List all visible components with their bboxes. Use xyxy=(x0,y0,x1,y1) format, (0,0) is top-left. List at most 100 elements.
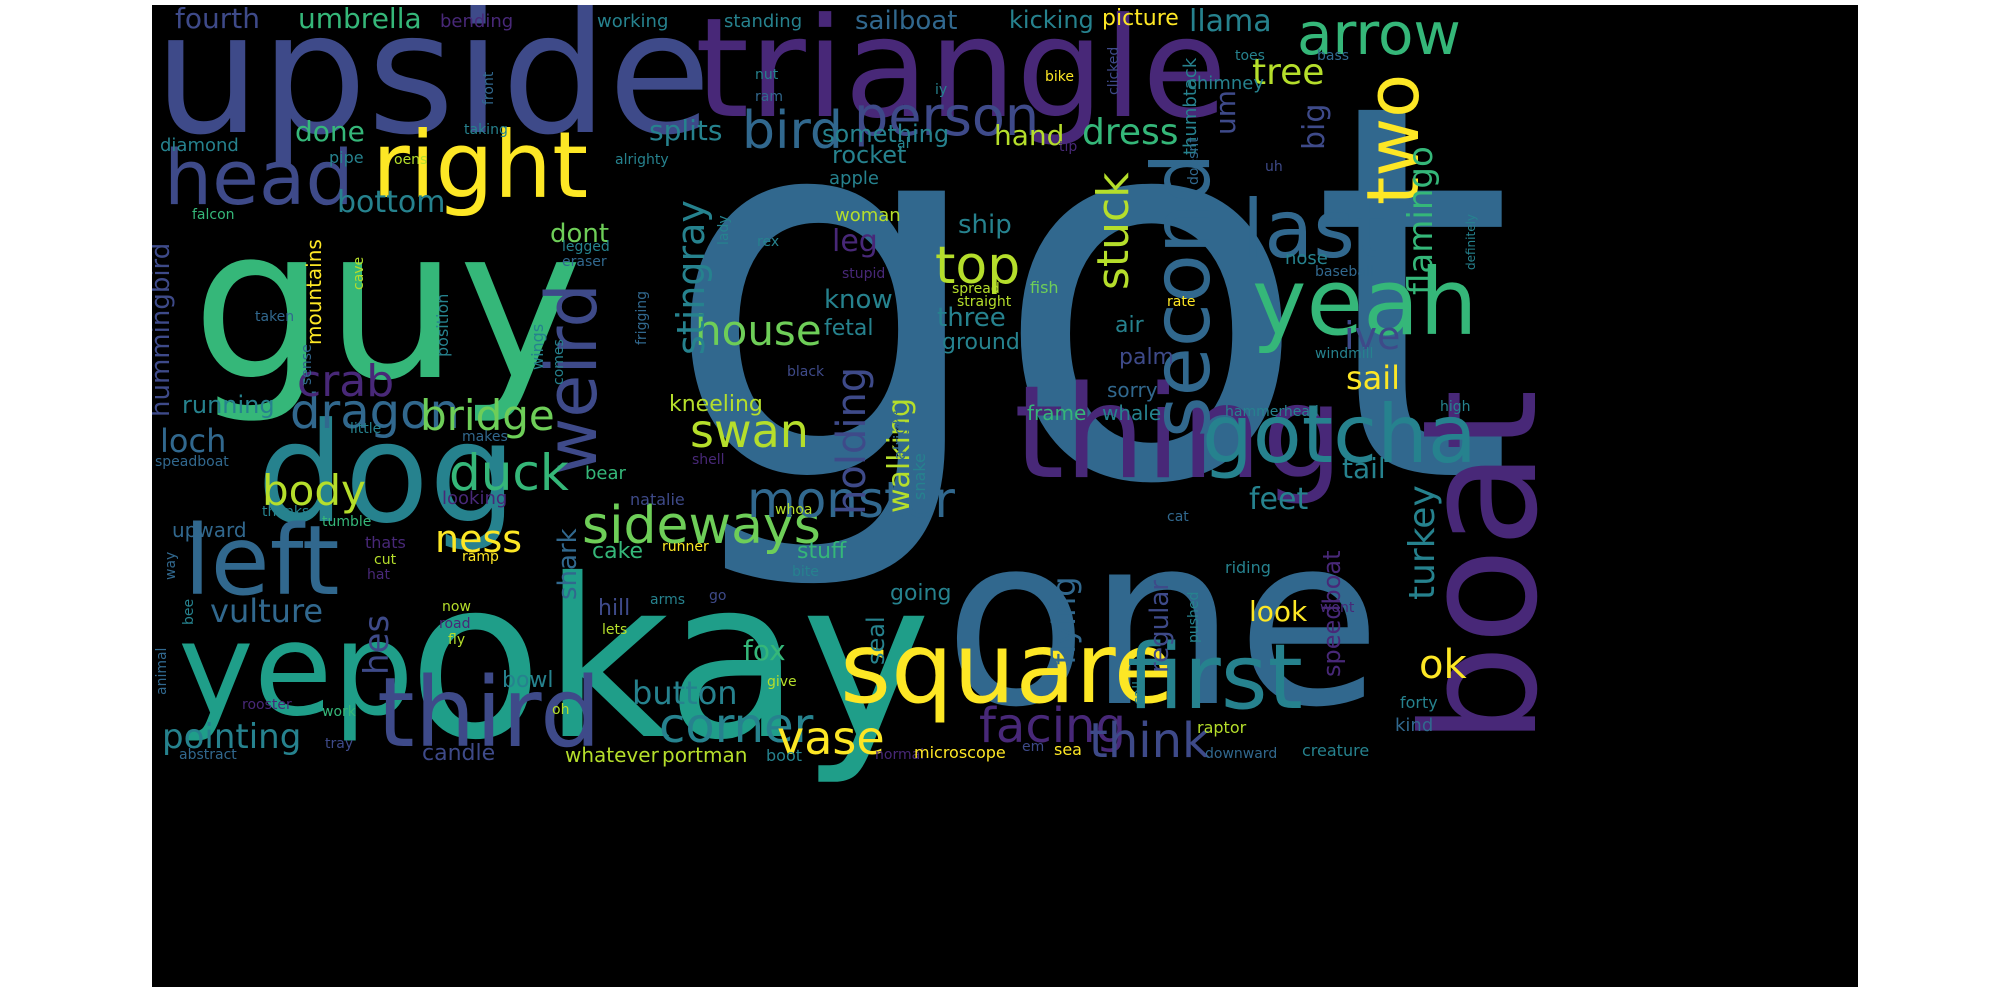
word-nut: nut xyxy=(755,67,779,83)
word-lady: lady xyxy=(716,215,732,245)
word-flamingo: flamingo xyxy=(1401,146,1441,295)
word-fetal: fetal xyxy=(824,316,874,341)
word-square: square xyxy=(840,612,1174,726)
word-looking: looking xyxy=(442,488,508,509)
word-apple: apple xyxy=(829,168,879,189)
word-wings: wings xyxy=(528,323,547,370)
word-hummingbird: hummingbird xyxy=(152,242,176,417)
word-three: three xyxy=(937,303,1006,333)
word-sense: sense xyxy=(299,344,315,385)
word-cloud: got one okay upside triangle guy thing d… xyxy=(152,5,1858,987)
word-okay: okay xyxy=(408,532,932,788)
word-look: look xyxy=(1249,595,1308,628)
word-kicking: kicking xyxy=(1009,6,1094,34)
word-hammerhead: hammerhead xyxy=(1225,404,1319,420)
word-guy: guy xyxy=(192,182,583,427)
word-lets: lets xyxy=(602,622,628,638)
word-candle: candle xyxy=(422,741,496,766)
word-give: give xyxy=(767,674,797,690)
word-way: way xyxy=(163,551,179,580)
word-house: house xyxy=(695,306,822,355)
word-bird: bird xyxy=(742,101,843,161)
word-definitely: definitely xyxy=(1464,213,1478,270)
word-tumble: tumble xyxy=(322,514,372,530)
word-work: work xyxy=(322,704,356,720)
word-rooster: rooster xyxy=(242,697,292,713)
word-right: right xyxy=(372,112,589,219)
word-fish: fish xyxy=(1030,278,1059,297)
word-road: road xyxy=(439,616,471,632)
word-clicked: clicked xyxy=(1106,46,1122,95)
word-legged: legged xyxy=(562,239,610,255)
word-riding: riding xyxy=(1225,558,1271,577)
word-yeah: yeah xyxy=(1252,249,1478,356)
word-normal: normal xyxy=(875,747,925,763)
word-arms: arms xyxy=(650,592,686,608)
word-portman: portman xyxy=(662,743,748,767)
word-cat: cat xyxy=(1167,509,1189,525)
word-picture: picture xyxy=(1102,6,1179,31)
word-bass: bass xyxy=(1317,48,1350,64)
word-sideways: sideways xyxy=(582,496,821,556)
word-monster: monster xyxy=(747,471,955,529)
word-abstract: abstract xyxy=(179,747,237,763)
word-oens: oens xyxy=(394,152,428,168)
word-um: um xyxy=(1209,89,1242,135)
word-taken: taken xyxy=(255,309,295,325)
word-snake: snake xyxy=(910,453,929,500)
word-whatever: whatever xyxy=(565,743,659,767)
word-flying: flying xyxy=(1045,576,1083,665)
word-fourth: fourth xyxy=(175,5,260,35)
word-know: know xyxy=(824,285,893,315)
word-woman: woman xyxy=(835,205,901,226)
word-shell: shell xyxy=(692,452,725,468)
word-air: air xyxy=(1115,313,1144,338)
word-high: high xyxy=(1440,399,1471,415)
word-tree: tree xyxy=(1252,52,1325,93)
word-wont: wont xyxy=(1320,600,1355,616)
word-iy: iy xyxy=(935,82,948,98)
word-shark: shark xyxy=(553,528,583,600)
word-chimney: chimney xyxy=(1187,73,1264,94)
word-baseball: baseball xyxy=(1315,264,1374,280)
word-falcon: falcon xyxy=(192,207,235,223)
word-black: black xyxy=(787,364,825,380)
word-done: done xyxy=(295,115,365,148)
word-doesnt: doesnt xyxy=(1186,137,1202,185)
word-fly: fly xyxy=(448,632,466,648)
word-think: think xyxy=(1089,713,1210,769)
word-ground: ground xyxy=(942,330,1020,355)
word-stupid: stupid xyxy=(842,266,886,282)
word-top: top xyxy=(935,236,1021,296)
word-natalie: natalie xyxy=(630,490,685,509)
word-sailboat: sailboat xyxy=(855,6,958,36)
word-arrow: arrow xyxy=(1297,5,1461,68)
word-kind: kind xyxy=(1395,715,1434,736)
word-bowl: bowl xyxy=(502,668,554,693)
word-vulture: vulture xyxy=(210,592,324,630)
word-head: head xyxy=(164,133,354,222)
word-ship: ship xyxy=(958,210,1012,240)
word-stingray: stingray xyxy=(669,200,713,355)
word-speadboat: speadboat xyxy=(155,454,229,470)
word-corner: corner xyxy=(659,698,814,754)
word-dragon: dragon xyxy=(290,384,460,440)
word-alrighty: alrighty xyxy=(615,152,669,168)
word-cake: cake xyxy=(592,539,644,564)
word-hill: hill xyxy=(598,596,631,621)
word-going: going xyxy=(890,581,952,606)
word-facing: facing xyxy=(979,698,1126,754)
word-big: big xyxy=(1297,103,1332,150)
word-forty: forty xyxy=(1400,693,1438,712)
word-stuff: stuff xyxy=(797,539,847,564)
word-cave: cave xyxy=(351,256,367,290)
word-hand: hand xyxy=(994,119,1065,152)
word-toes: toes xyxy=(1235,48,1265,64)
word-tray: tray xyxy=(325,736,354,752)
word-diamond: diamond xyxy=(160,135,239,156)
word-hat: hat xyxy=(367,567,390,583)
word-makes: makes xyxy=(462,429,508,445)
word-sea: sea xyxy=(1054,740,1082,759)
word-call: call xyxy=(1131,680,1147,705)
word-holding: holding xyxy=(829,366,875,515)
